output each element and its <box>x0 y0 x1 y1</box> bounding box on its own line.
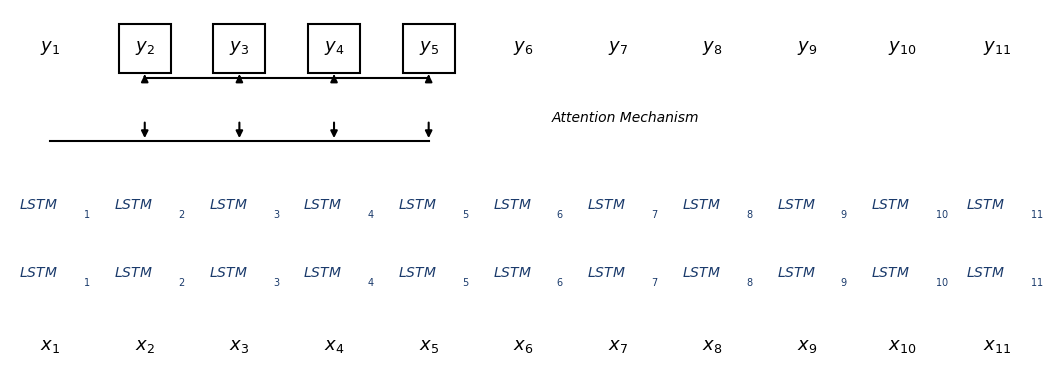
FancyBboxPatch shape <box>403 23 454 73</box>
Text: $x_{8}$: $x_{8}$ <box>703 337 723 355</box>
Text: $y_{2}$: $y_{2}$ <box>135 39 154 57</box>
Text: $4$: $4$ <box>367 208 374 220</box>
Text: $9$: $9$ <box>840 208 848 220</box>
Text: $\it{LSTM}$: $\it{LSTM}$ <box>493 198 531 212</box>
Text: $x_{1}$: $x_{1}$ <box>40 337 60 355</box>
Text: $4$: $4$ <box>367 276 374 288</box>
FancyBboxPatch shape <box>308 23 360 73</box>
Text: $x_{4}$: $x_{4}$ <box>324 337 344 355</box>
Text: $5$: $5$ <box>462 276 469 288</box>
Text: $\it{LSTM}$: $\it{LSTM}$ <box>20 266 58 280</box>
Text: $\it{LSTM}$: $\it{LSTM}$ <box>682 266 721 280</box>
Text: $3$: $3$ <box>273 276 280 288</box>
Text: $11$: $11$ <box>1030 276 1043 288</box>
Text: $x_{11}$: $x_{11}$ <box>983 337 1010 355</box>
Text: $\it{LSTM}$: $\it{LSTM}$ <box>114 266 153 280</box>
Text: $\it{LSTM}$: $\it{LSTM}$ <box>20 198 58 212</box>
Text: $x_{9}$: $x_{9}$ <box>797 337 817 355</box>
Text: $x_{6}$: $x_{6}$ <box>513 337 534 355</box>
Text: $\it{LSTM}$: $\it{LSTM}$ <box>776 198 815 212</box>
Text: $5$: $5$ <box>462 208 469 220</box>
Text: $y_{3}$: $y_{3}$ <box>230 39 250 57</box>
Text: $\it{LSTM}$: $\it{LSTM}$ <box>303 198 342 212</box>
Text: Attention Mechanism: Attention Mechanism <box>552 111 700 125</box>
Text: $x_{7}$: $x_{7}$ <box>608 337 628 355</box>
Text: $\it{LSTM}$: $\it{LSTM}$ <box>776 266 815 280</box>
Text: $2$: $2$ <box>178 276 185 288</box>
Text: $\it{LSTM}$: $\it{LSTM}$ <box>114 198 153 212</box>
Text: $6$: $6$ <box>556 276 564 288</box>
Text: $\it{LSTM}$: $\it{LSTM}$ <box>872 266 909 280</box>
Text: $y_{11}$: $y_{11}$ <box>983 39 1010 57</box>
FancyBboxPatch shape <box>119 23 171 73</box>
FancyBboxPatch shape <box>213 23 265 73</box>
Text: $2$: $2$ <box>178 208 185 220</box>
Text: $\it{LSTM}$: $\it{LSTM}$ <box>209 266 248 280</box>
Text: $\it{LSTM}$: $\it{LSTM}$ <box>398 266 436 280</box>
Text: $x_{5}$: $x_{5}$ <box>419 337 438 355</box>
Text: $x_{2}$: $x_{2}$ <box>135 337 154 355</box>
Text: $y_{7}$: $y_{7}$ <box>608 39 628 57</box>
Text: $\it{LSTM}$: $\it{LSTM}$ <box>303 266 342 280</box>
Text: $3$: $3$ <box>273 208 280 220</box>
Text: $1$: $1$ <box>83 208 90 220</box>
Text: $1$: $1$ <box>83 276 90 288</box>
Text: $y_{10}$: $y_{10}$ <box>887 39 916 57</box>
Text: $\it{LSTM}$: $\it{LSTM}$ <box>209 198 248 212</box>
Text: $\it{LSTM}$: $\it{LSTM}$ <box>587 198 626 212</box>
Text: $\it{LSTM}$: $\it{LSTM}$ <box>682 198 721 212</box>
Text: $\it{LSTM}$: $\it{LSTM}$ <box>872 198 909 212</box>
Text: $\it{LSTM}$: $\it{LSTM}$ <box>587 266 626 280</box>
Text: $y_{5}$: $y_{5}$ <box>419 39 438 57</box>
Text: $8$: $8$ <box>746 208 753 220</box>
Text: $9$: $9$ <box>840 276 848 288</box>
Text: $7$: $7$ <box>651 208 659 220</box>
Text: $\it{LSTM}$: $\it{LSTM}$ <box>966 266 1005 280</box>
Text: $8$: $8$ <box>746 276 753 288</box>
Text: $x_{3}$: $x_{3}$ <box>230 337 250 355</box>
Text: $x_{10}$: $x_{10}$ <box>887 337 916 355</box>
Text: $10$: $10$ <box>935 276 948 288</box>
Text: $6$: $6$ <box>556 208 564 220</box>
Text: $\it{LSTM}$: $\it{LSTM}$ <box>398 198 436 212</box>
Text: $\it{LSTM}$: $\it{LSTM}$ <box>493 266 531 280</box>
Text: $\it{LSTM}$: $\it{LSTM}$ <box>966 198 1005 212</box>
Text: $y_{6}$: $y_{6}$ <box>513 39 534 57</box>
Text: $y_{4}$: $y_{4}$ <box>324 39 344 57</box>
Text: $y_{8}$: $y_{8}$ <box>703 39 723 57</box>
Text: $y_{9}$: $y_{9}$ <box>797 39 817 57</box>
Text: $7$: $7$ <box>651 276 659 288</box>
Text: $y_{1}$: $y_{1}$ <box>40 39 60 57</box>
Text: $10$: $10$ <box>935 208 948 220</box>
Text: $11$: $11$ <box>1030 208 1043 220</box>
